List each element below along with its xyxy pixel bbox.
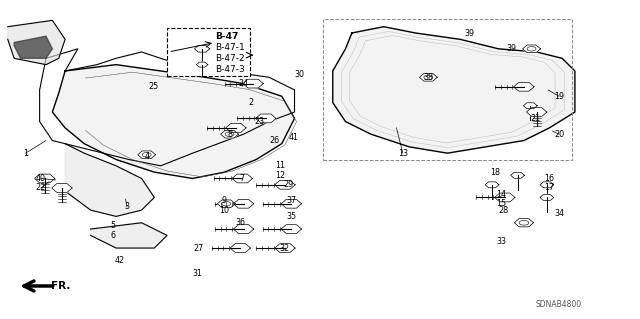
Text: 39: 39 — [506, 44, 516, 53]
Text: 24: 24 — [239, 79, 248, 88]
Text: 6: 6 — [111, 231, 115, 240]
Text: 31: 31 — [193, 269, 203, 278]
Text: 28: 28 — [499, 206, 509, 215]
Text: B-47-1: B-47-1 — [215, 43, 244, 52]
Text: 16: 16 — [545, 174, 554, 183]
Text: 32: 32 — [280, 243, 290, 253]
Text: 12: 12 — [275, 171, 285, 180]
Text: 19: 19 — [554, 92, 564, 101]
Text: 33: 33 — [497, 237, 507, 246]
Text: B-47-2: B-47-2 — [215, 54, 244, 63]
Text: 29: 29 — [283, 180, 293, 189]
Text: 21: 21 — [531, 114, 540, 123]
Polygon shape — [495, 193, 515, 202]
Text: 34: 34 — [554, 209, 564, 218]
Text: 2: 2 — [248, 98, 253, 107]
Polygon shape — [52, 183, 72, 192]
Text: 41: 41 — [288, 133, 298, 142]
Polygon shape — [195, 46, 210, 52]
Polygon shape — [243, 79, 263, 88]
Text: 40: 40 — [36, 174, 46, 183]
Polygon shape — [8, 20, 65, 65]
FancyBboxPatch shape — [167, 28, 250, 76]
Polygon shape — [275, 244, 295, 252]
Polygon shape — [275, 181, 295, 189]
Text: 4: 4 — [144, 152, 149, 161]
Polygon shape — [281, 199, 301, 208]
Polygon shape — [523, 45, 540, 53]
Polygon shape — [35, 174, 55, 183]
Text: 37: 37 — [287, 196, 297, 205]
Polygon shape — [232, 174, 252, 183]
Polygon shape — [221, 130, 239, 138]
Polygon shape — [540, 182, 554, 188]
Text: B-47: B-47 — [215, 32, 238, 41]
Polygon shape — [91, 223, 167, 248]
Text: 15: 15 — [497, 199, 507, 208]
Polygon shape — [234, 225, 253, 234]
Text: 7: 7 — [240, 174, 245, 183]
Text: FR.: FR. — [51, 281, 70, 291]
Text: 17: 17 — [545, 183, 554, 192]
Text: SDNAB4800: SDNAB4800 — [536, 300, 582, 309]
Text: 30: 30 — [294, 70, 305, 78]
Text: 36: 36 — [236, 218, 245, 227]
Text: 13: 13 — [398, 149, 408, 158]
Polygon shape — [515, 219, 534, 227]
Polygon shape — [230, 244, 250, 252]
Text: 18: 18 — [490, 168, 500, 177]
Text: B-47-3: B-47-3 — [215, 65, 244, 74]
Text: 25: 25 — [148, 82, 158, 91]
Polygon shape — [485, 182, 499, 188]
Text: 35: 35 — [287, 212, 297, 221]
Polygon shape — [196, 62, 208, 67]
Polygon shape — [138, 151, 156, 159]
Text: 5: 5 — [110, 221, 115, 230]
Text: 22: 22 — [36, 183, 46, 192]
Text: 23: 23 — [255, 117, 264, 126]
Polygon shape — [419, 73, 437, 81]
Polygon shape — [281, 225, 301, 234]
Polygon shape — [514, 82, 534, 91]
Polygon shape — [524, 103, 537, 109]
Polygon shape — [540, 195, 554, 200]
Text: 38: 38 — [423, 73, 433, 82]
Text: 9: 9 — [222, 196, 227, 205]
Polygon shape — [14, 36, 52, 58]
Polygon shape — [52, 65, 294, 178]
Polygon shape — [511, 172, 524, 178]
Text: 11: 11 — [275, 161, 285, 170]
Text: 42: 42 — [114, 256, 124, 265]
Text: 27: 27 — [194, 243, 204, 253]
Polygon shape — [65, 144, 154, 216]
Text: 14: 14 — [497, 190, 507, 199]
Polygon shape — [218, 200, 236, 208]
Text: 10: 10 — [220, 206, 229, 215]
Polygon shape — [255, 114, 276, 123]
Text: 3: 3 — [124, 203, 129, 211]
Text: 1: 1 — [23, 149, 28, 158]
Text: 20: 20 — [554, 130, 564, 139]
Text: 26: 26 — [269, 136, 279, 145]
Polygon shape — [234, 199, 253, 208]
Text: 8: 8 — [227, 130, 232, 139]
Polygon shape — [527, 108, 547, 116]
Polygon shape — [226, 123, 246, 132]
Text: 39: 39 — [465, 28, 475, 38]
Polygon shape — [333, 27, 575, 153]
